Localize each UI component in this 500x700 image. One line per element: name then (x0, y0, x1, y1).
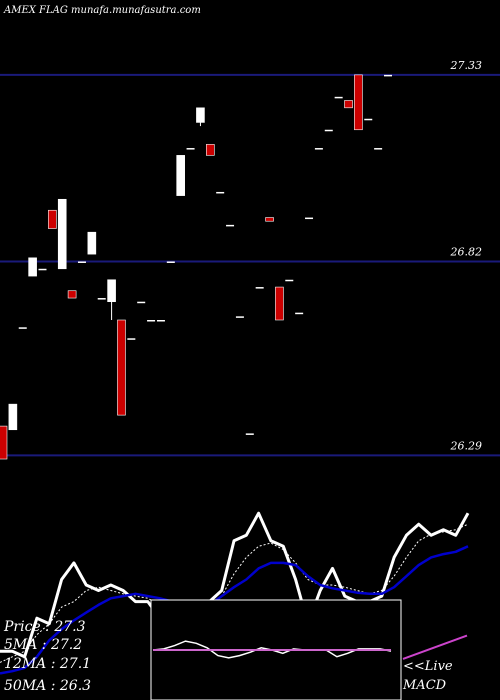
macd-live-label: <<Live (403, 659, 453, 674)
candle (48, 209, 57, 229)
candle (305, 217, 314, 220)
candle (97, 298, 106, 300)
candle (8, 403, 18, 431)
candle (285, 279, 294, 282)
price-levels: 27.33 26.82 26.29 (0, 59, 500, 457)
candle (384, 74, 392, 77)
candle (295, 312, 304, 315)
candle (117, 319, 126, 416)
series-line-ma12 (0, 545, 469, 675)
candle (147, 320, 156, 322)
candle (235, 316, 244, 318)
candle (216, 191, 225, 194)
candle (255, 287, 264, 289)
candle (127, 338, 136, 340)
candle (206, 144, 215, 156)
level-label-0: 27.33 (450, 59, 483, 72)
macd-title: MACD (402, 678, 447, 693)
candle (67, 290, 77, 299)
candle (354, 74, 363, 131)
series-line-ma5 (0, 523, 469, 663)
legend-50ma: 50MA : 26.3 (4, 678, 91, 694)
macd-panel (150, 599, 468, 700)
candle (344, 100, 353, 109)
candle (87, 231, 97, 255)
ma-legend: Price : 27.3 5MA : 27.2 12MA : 27.1 50MA… (3, 619, 91, 694)
macd-lines (152, 640, 392, 659)
macd-live-trend (402, 634, 468, 660)
candle (186, 148, 195, 150)
candle (176, 155, 185, 196)
candle (38, 268, 47, 271)
candle (57, 198, 67, 270)
legend-price: Price : 27.3 (3, 619, 86, 635)
level-label-1: 26.82 (450, 245, 483, 258)
candle (137, 301, 146, 304)
candle (0, 425, 8, 460)
legend-12ma: 12MA : 27.1 (4, 656, 91, 672)
indicator-lines (0, 511, 470, 675)
chart-title: AMEX FLAG munafa.munafasutra.com (3, 5, 201, 16)
candle (28, 257, 37, 277)
candle (18, 327, 27, 329)
candle (245, 433, 254, 435)
candle (107, 279, 116, 320)
candle (77, 261, 86, 263)
candle (314, 148, 323, 150)
series-line-price (0, 511, 470, 659)
candle (324, 129, 333, 132)
level-label-2: 26.29 (450, 439, 483, 452)
candle (334, 96, 343, 99)
candle (226, 224, 235, 227)
candlesticks (0, 74, 392, 460)
candle (275, 286, 284, 321)
candle (156, 320, 165, 322)
legend-5ma: 5MA : 27.2 (4, 637, 82, 653)
candle (374, 148, 383, 150)
candle (364, 118, 373, 121)
candle (265, 217, 274, 222)
candle (166, 261, 175, 263)
candle (196, 107, 205, 127)
